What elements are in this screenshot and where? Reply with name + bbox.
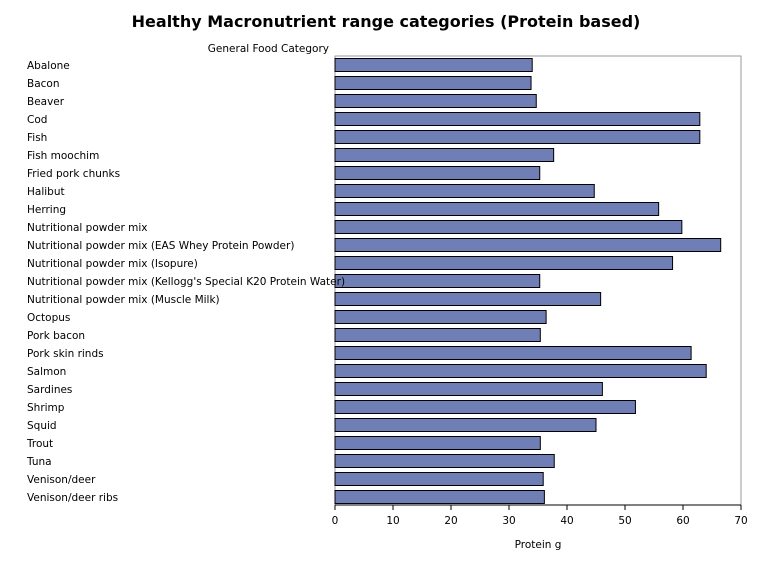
category-label: Fried pork chunks <box>27 168 120 180</box>
bar <box>334 346 692 360</box>
category-label: Halibut <box>27 186 65 198</box>
bar <box>334 256 674 270</box>
category-label: Shrimp <box>27 402 65 414</box>
category-label: Nutritional powder mix (Isopure) <box>27 258 198 270</box>
x-axis-title: Protein g <box>515 539 562 551</box>
bar <box>334 310 547 324</box>
y-axis-title: General Food Category <box>208 43 329 55</box>
x-tick-label: 70 <box>734 515 747 527</box>
category-label: Salmon <box>27 366 66 378</box>
bar <box>334 112 701 126</box>
category-label: Pork skin rinds <box>27 348 104 360</box>
category-label: Nutritional powder mix (Muscle Milk) <box>27 294 220 306</box>
category-label: Nutritional powder mix (Kellogg's Specia… <box>27 276 345 288</box>
category-label: Beaver <box>27 96 65 108</box>
bar <box>334 454 555 468</box>
bar <box>334 94 537 108</box>
bar <box>334 292 602 306</box>
bar <box>334 472 544 486</box>
x-tick-label: 20 <box>444 515 457 527</box>
bar <box>334 436 541 450</box>
bar <box>334 274 541 288</box>
category-label: Nutritional powder mix (EAS Whey Protein… <box>27 240 294 252</box>
bar <box>334 76 532 90</box>
category-label: Tuna <box>26 456 52 468</box>
category-label: Octopus <box>27 312 70 324</box>
x-axis-ticks: 0 10 20 30 40 50 60 70 <box>332 505 748 527</box>
category-label: Venison/deer ribs <box>27 492 118 504</box>
category-label: Venison/deer <box>27 474 96 486</box>
category-label: Nutritional powder mix <box>27 222 147 234</box>
category-label: Bacon <box>27 78 60 90</box>
category-label: Sardines <box>27 384 72 396</box>
x-tick-label: 10 <box>386 515 399 527</box>
category-label: Abalone <box>27 60 70 72</box>
x-tick-label: 60 <box>676 515 689 527</box>
category-labels: Abalone Bacon Beaver Cod Fish Fish moochim Fri… <box>26 60 345 504</box>
bar <box>334 184 595 198</box>
chart-title: Healthy Macronutrient range categories (… <box>132 12 641 31</box>
bar <box>334 328 541 342</box>
bar <box>334 166 541 180</box>
category-label: Trout <box>26 438 53 450</box>
bar <box>334 220 683 234</box>
x-tick-label: 40 <box>560 515 573 527</box>
category-label: Pork bacon <box>27 330 85 342</box>
bar <box>334 490 545 504</box>
bar <box>334 148 555 162</box>
category-label: Squid <box>27 420 57 432</box>
bars <box>334 58 722 504</box>
bar <box>334 382 603 396</box>
category-label: Herring <box>27 204 66 216</box>
x-tick-label: 50 <box>618 515 631 527</box>
bar <box>334 364 707 378</box>
bar <box>334 400 636 414</box>
x-tick-label: 0 <box>332 515 339 527</box>
x-tick-label: 30 <box>502 515 515 527</box>
category-label: Fish <box>27 132 47 144</box>
category-label: Fish moochim <box>27 150 99 162</box>
bar <box>334 130 701 144</box>
category-label: Cod <box>27 114 47 126</box>
bar <box>334 202 660 216</box>
bar <box>334 58 533 72</box>
bar <box>334 418 597 432</box>
bar <box>334 238 722 252</box>
